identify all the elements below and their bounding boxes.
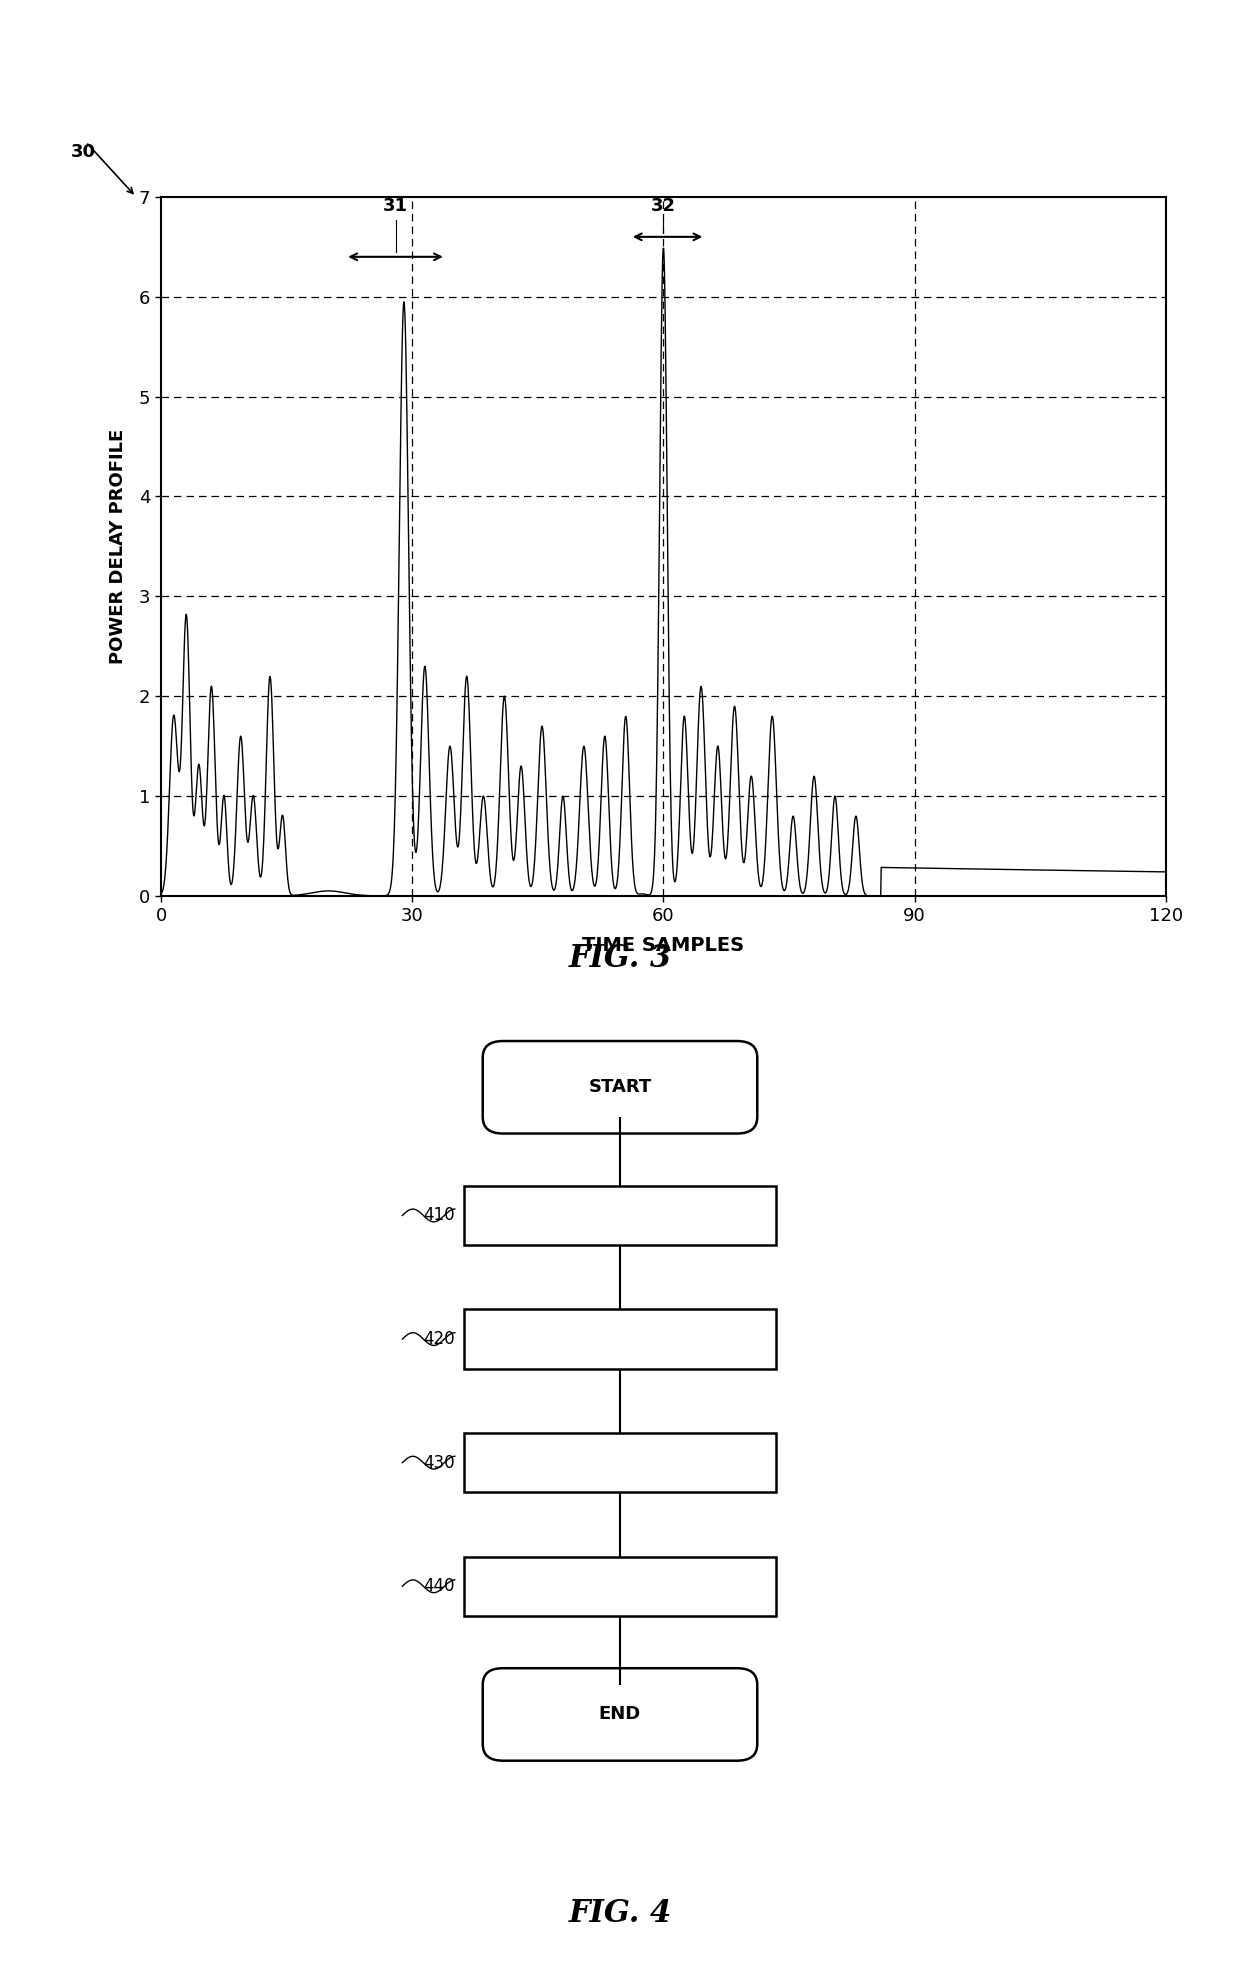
Text: FIG. 3: FIG. 3 [568, 943, 672, 975]
FancyBboxPatch shape [482, 1042, 758, 1134]
Text: 430: 430 [423, 1453, 455, 1471]
Text: START: START [588, 1079, 652, 1097]
FancyBboxPatch shape [482, 1668, 758, 1760]
Text: END: END [599, 1705, 641, 1723]
Text: 32: 32 [651, 197, 676, 215]
FancyBboxPatch shape [464, 1433, 776, 1493]
Y-axis label: POWER DELAY PROFILE: POWER DELAY PROFILE [109, 429, 128, 664]
FancyBboxPatch shape [464, 1185, 776, 1244]
Text: 440: 440 [423, 1577, 455, 1595]
Text: FIG. 4: FIG. 4 [568, 1898, 672, 1930]
Text: 31: 31 [383, 197, 408, 215]
FancyBboxPatch shape [464, 1309, 776, 1368]
Text: 410: 410 [423, 1207, 455, 1225]
X-axis label: TIME SAMPLES: TIME SAMPLES [583, 935, 744, 955]
Text: 420: 420 [423, 1331, 455, 1349]
Text: 30: 30 [71, 142, 95, 161]
FancyBboxPatch shape [464, 1557, 776, 1617]
